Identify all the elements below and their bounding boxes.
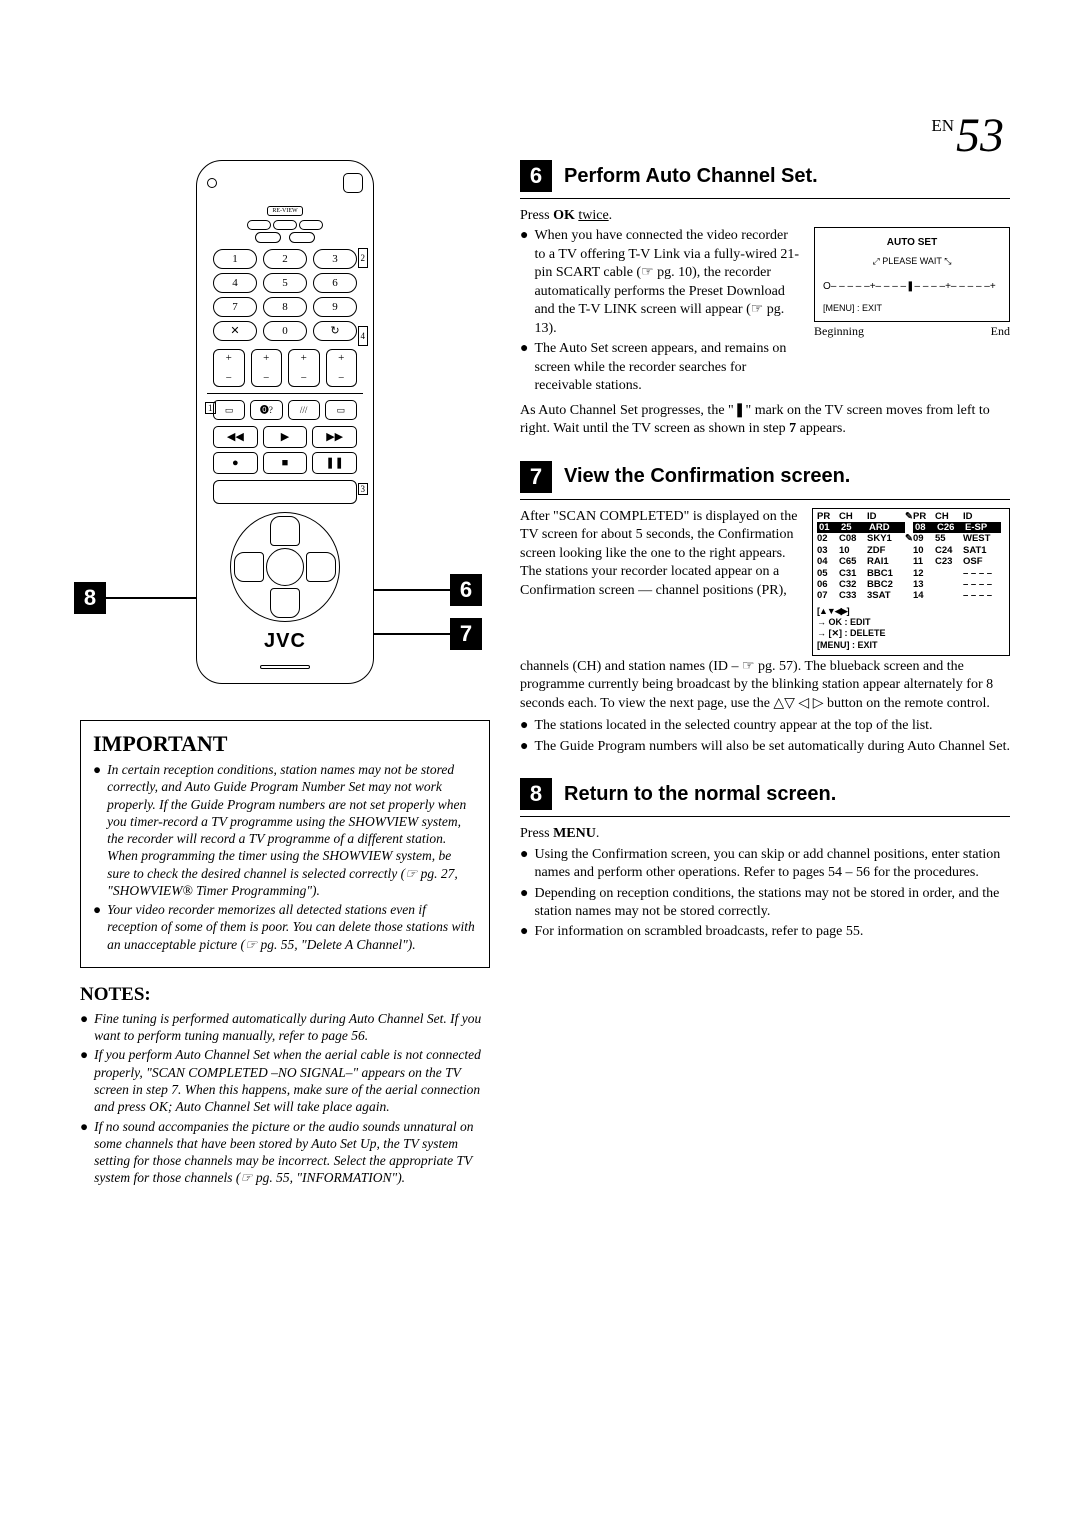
important-list: ●In certain reception conditions, statio… <box>93 761 477 953</box>
page-number-value: 53 <box>956 109 1004 162</box>
step6-press: Press OK twice. <box>520 207 1010 225</box>
step-6: 6 Perform Auto Channel Set. Press OK twi… <box>520 160 1010 439</box>
step6-title: Perform Auto Channel Set. <box>564 165 818 188</box>
step8-press: Press MENU. <box>520 825 1010 843</box>
remote-brand: JVC <box>207 630 363 653</box>
step7-lead: After "SCAN COMPLETED" is displayed on t… <box>520 508 798 656</box>
confirmation-table: PRCHID✎ PRCHID 0125ARD08C26E-SP02C08SKY1… <box>812 508 1010 656</box>
step-7: 7 View the Confirmation screen. After "S… <box>520 461 1010 756</box>
step8-title: Return to the normal screen. <box>564 783 836 806</box>
step-marker-7: 7 <box>450 618 482 650</box>
page-number-prefix: EN <box>931 116 954 135</box>
step7-title: View the Confirmation screen. <box>564 465 850 488</box>
important-heading: IMPORTANT <box>93 731 477 757</box>
step-8: 8 Return to the normal screen. Press MEN… <box>520 778 1010 942</box>
notes-list: ●Fine tuning is performed automatically … <box>80 1010 490 1187</box>
autoset-screen: AUTO SET ⤢ PLEASE WAIT ⤡ O– – – – –+– – … <box>814 227 1010 321</box>
step8-badge: 8 <box>520 778 552 810</box>
step6-badge: 6 <box>520 160 552 192</box>
important-box: IMPORTANT ●In certain reception conditio… <box>80 720 490 968</box>
review-label: RE-VIEW <box>267 206 302 216</box>
step-marker-8: 8 <box>74 582 106 614</box>
step7-badge: 7 <box>520 461 552 493</box>
step-marker-6: 6 <box>450 574 482 606</box>
remote-dpad <box>230 512 340 622</box>
remote-keypad: 1 2 32 4 5 6 7 8 94 ✕ 0 ↻ <box>213 249 357 341</box>
step7-after: channels (CH) and station names (ID – ☞ … <box>520 658 1010 713</box>
notes-heading: NOTES: <box>80 984 490 1006</box>
page-number: EN53 <box>931 108 1004 163</box>
remote-outline: RE-VIEW 1 2 32 4 5 6 7 8 94 ✕ 0 ↻ <box>196 160 374 684</box>
remote-illustration: 8 6 7 RE-VIEW 1 2 32 4 <box>80 160 490 684</box>
